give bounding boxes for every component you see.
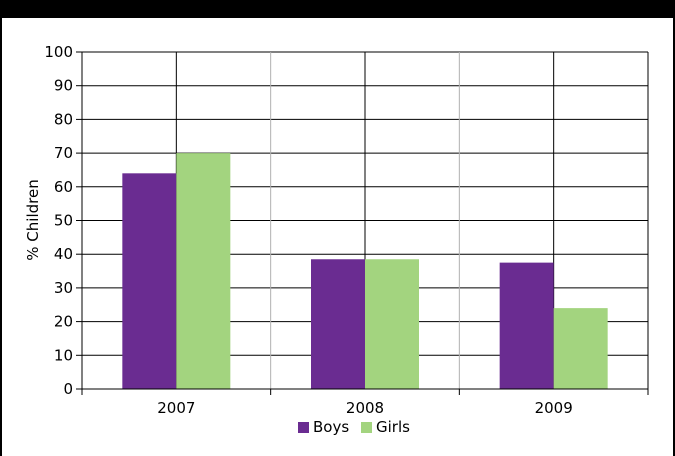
legend-label-boys: Boys (313, 418, 349, 436)
y-tick-label: 90 (54, 77, 73, 95)
y-tick-label: 40 (54, 245, 73, 263)
y-tick-label: 100 (44, 43, 73, 61)
frame-border-left (0, 0, 2, 456)
bar-boys-2009 (499, 262, 554, 389)
y-tick-label: 0 (63, 380, 73, 398)
legend-swatch-girls (361, 422, 372, 433)
bar-girls-2008 (365, 259, 419, 389)
y-axis-label: % Children (24, 179, 42, 260)
axes: 0 10 20 30 40 50 60 70 80 90 100 2007 2008 2009 (44, 43, 649, 417)
bar-girls-2009 (553, 308, 608, 389)
y-tick-label: 70 (54, 144, 73, 162)
y-tick-label: 30 (54, 279, 73, 297)
y-tick-label: 80 (54, 110, 73, 128)
y-tick-label: 50 (54, 212, 73, 230)
legend-label-girls: Girls (376, 418, 410, 436)
legend-swatch-boys (298, 422, 309, 433)
frame-border-right (673, 0, 675, 456)
bar-girls-2007 (176, 153, 231, 389)
y-tick-label: 60 (54, 178, 73, 196)
bar-boys-2007 (122, 173, 177, 389)
header-bar (0, 0, 675, 18)
x-tick-label: 2009 (535, 399, 573, 417)
bars (122, 153, 608, 389)
bar-boys-2008 (311, 259, 365, 389)
x-tick-label: 2007 (157, 399, 195, 417)
y-tick-label: 20 (54, 313, 73, 331)
y-tick-label: 10 (54, 346, 73, 364)
legend: Boys Girls (298, 418, 410, 436)
x-tick-label: 2008 (346, 399, 384, 417)
